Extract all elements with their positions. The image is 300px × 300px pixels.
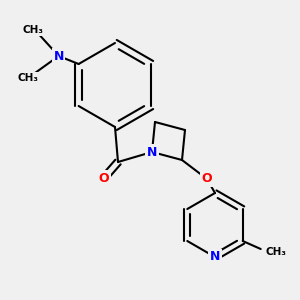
Text: N: N [210,250,220,263]
Text: N: N [147,146,157,158]
Text: O: O [202,172,212,185]
Text: CH₃: CH₃ [22,25,43,35]
Text: N: N [53,50,64,62]
Text: CH₃: CH₃ [17,73,38,83]
Text: CH₃: CH₃ [266,247,287,257]
Text: O: O [99,172,109,184]
